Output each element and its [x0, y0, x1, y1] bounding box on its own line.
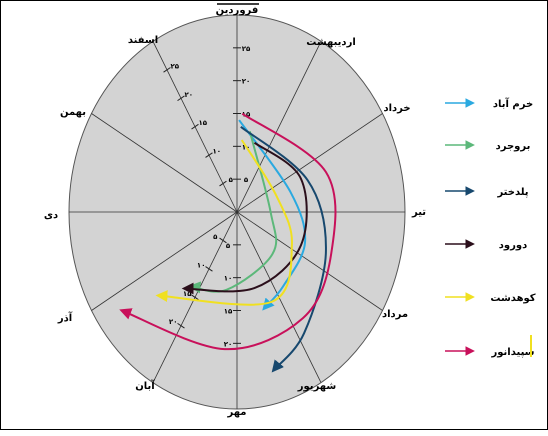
- month-label: آذر: [57, 311, 73, 324]
- radial-tick-mark: [191, 123, 199, 130]
- radial-tick-label: ۵: [229, 176, 234, 184]
- radial-tick-mark: [163, 67, 171, 73]
- legend-label: سپیدانور: [491, 347, 535, 358]
- radial-tick-mark: [177, 322, 185, 329]
- radial-tick-label: ۱۰: [197, 261, 206, 269]
- legend-layer: خرم آباد بروجرد پلدختر دورود کوهدشت سپیدانور: [445, 97, 536, 358]
- radial-tick-mark: [219, 180, 227, 187]
- spoke-line: [236, 211, 383, 311]
- spoke-line: [91, 113, 238, 213]
- radial-tick-label: ۲۰: [224, 340, 233, 348]
- month-label: دی: [44, 210, 58, 221]
- month-label: مهر: [226, 407, 246, 418]
- radial-tick-label: ۱۵: [242, 111, 251, 119]
- month-label: شهریور: [297, 381, 337, 392]
- legend-label: بروجرد: [496, 141, 531, 152]
- radial-tick-label: ۲۰: [185, 91, 194, 99]
- month-label: بهمن: [60, 107, 86, 118]
- radial-tick-label: ۵: [226, 242, 231, 250]
- month-label: آبان: [135, 379, 155, 392]
- radial-tick-label: ۵: [244, 176, 249, 184]
- radial-tick-label: ۱۵: [199, 119, 208, 127]
- radial-tick-label: ۲۵: [242, 45, 251, 53]
- legend-label: دورود: [499, 240, 527, 251]
- month-label: مرداد: [382, 309, 408, 320]
- spoke-line: [236, 113, 383, 213]
- radial-tick-label: ۲۰: [242, 78, 251, 86]
- spoke-line: [91, 211, 238, 311]
- radial-tick-mark: [205, 152, 213, 158]
- radial-tick-label: ۱۰: [213, 148, 222, 156]
- radial-tick-label: ۲۵: [171, 62, 180, 70]
- spoke-line: [236, 41, 322, 213]
- series-line: [155, 139, 293, 306]
- radial-tick-mark: [177, 95, 185, 102]
- month-label: اردیبهشت: [306, 37, 356, 48]
- series-line: [181, 141, 308, 295]
- radial-tick-label: ۵: [213, 233, 218, 241]
- series-line: [119, 112, 337, 351]
- month-label: فروردین: [216, 5, 259, 16]
- radial-tick-mark: [191, 294, 199, 301]
- month-label: تیر: [411, 207, 426, 218]
- radial-tick-mark: [219, 237, 227, 244]
- month-label-layer: فروردین اردیبهشت خرداد تیر مرداد شهریور مهر آبا…: [44, 3, 426, 418]
- radial-tick-label: ۲۰: [169, 318, 178, 326]
- radial-tick-label: ۱۵: [183, 290, 192, 298]
- legend-label: خرم آباد: [493, 97, 533, 110]
- radial-tick-label: ۱۵: [224, 308, 233, 316]
- month-label: اسفند: [128, 35, 158, 46]
- legend-label: کوهدشت: [490, 293, 535, 304]
- radial-tick-label: ۱۰: [224, 275, 233, 283]
- radial-tick-mark: [205, 266, 213, 272]
- series-line: [238, 119, 307, 311]
- legend-label: پلدختر: [496, 187, 528, 198]
- month-label: خرداد: [383, 103, 410, 114]
- series-layer: [119, 112, 337, 373]
- series-line: [240, 126, 327, 373]
